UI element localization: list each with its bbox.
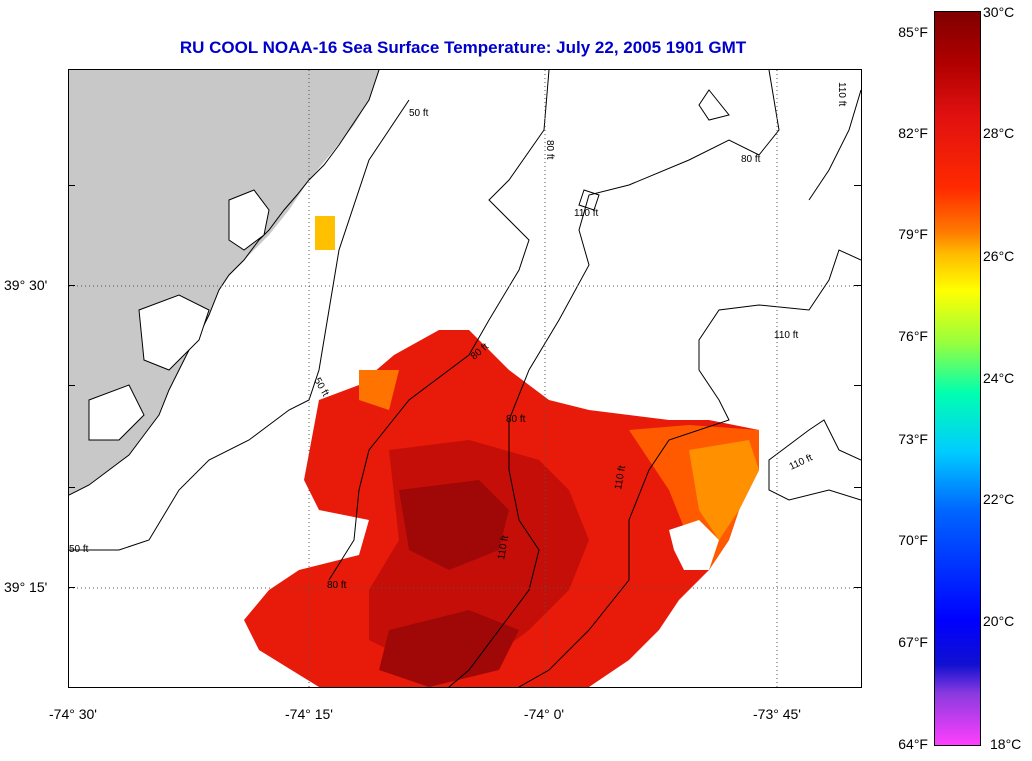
inland-bay xyxy=(138,294,210,371)
contour-label: 50 ft xyxy=(69,544,89,555)
bathymetry-contours xyxy=(69,70,861,687)
sst-map: 50 ft 80 ft 80 ft 110 ft 110 ft 110 ft 5… xyxy=(69,70,861,687)
sst-data xyxy=(244,216,759,687)
contour-label: 110 ft xyxy=(613,464,628,490)
contour-label: 110 ft xyxy=(574,208,598,219)
temperature-colorbar xyxy=(934,11,981,746)
contour-label: 110 ft xyxy=(788,452,815,472)
colorbar-f-label: 70°F xyxy=(898,532,928,548)
map-frame: 50 ft 80 ft 80 ft 110 ft 110 ft 110 ft 5… xyxy=(68,69,862,688)
colorbar-f-label: 82°F xyxy=(898,125,928,141)
contour-label: 80 ft xyxy=(741,154,761,165)
inland-bay xyxy=(228,189,270,251)
lon-label: -73° 45' xyxy=(753,706,801,722)
map-title: RU COOL NOAA-16 Sea Surface Temperature:… xyxy=(179,38,747,57)
contour-label: 80 ft xyxy=(544,140,555,160)
colorbar-f-label: 64°F xyxy=(898,736,928,752)
colorbar-c-label: 26°C xyxy=(983,248,1015,264)
colorbar-f-label: 79°F xyxy=(898,226,928,242)
inland-bay xyxy=(88,384,145,441)
colorbar-c-label: 18°C xyxy=(990,736,1022,752)
contour-label: 50 ft xyxy=(311,376,330,399)
contour-label: 110 ft xyxy=(496,534,511,560)
colorbar-f-label: 85°F xyxy=(898,24,928,40)
contour-label: 110 ft xyxy=(774,330,798,341)
lon-label: -74° 30' xyxy=(49,706,97,722)
lon-label: -74° 15' xyxy=(285,706,333,722)
colorbar-c-label: 24°C xyxy=(983,370,1015,386)
contour-label: 80 ft xyxy=(327,580,347,591)
lat-lon-grid xyxy=(69,70,861,687)
colorbar-c-label: 30°C xyxy=(983,4,1015,20)
colorbar-c-label: 28°C xyxy=(983,125,1015,141)
colorbar-c-label: 22°C xyxy=(983,491,1015,507)
colorbar-f-label: 73°F xyxy=(898,431,928,447)
coastline xyxy=(69,70,380,496)
lat-label: 39° 30' xyxy=(4,277,48,293)
colorbar-f-label: 76°F xyxy=(898,328,928,344)
lon-label: -74° 0' xyxy=(523,706,565,722)
colorbar-c-label: 20°C xyxy=(983,613,1015,629)
lat-label: 39° 15' xyxy=(4,579,48,595)
contour-label: 50 ft xyxy=(409,108,429,119)
colorbar-f-label: 67°F xyxy=(898,634,928,650)
contour-label: 110 ft xyxy=(836,82,847,106)
contour-label: 80 ft xyxy=(506,414,526,425)
